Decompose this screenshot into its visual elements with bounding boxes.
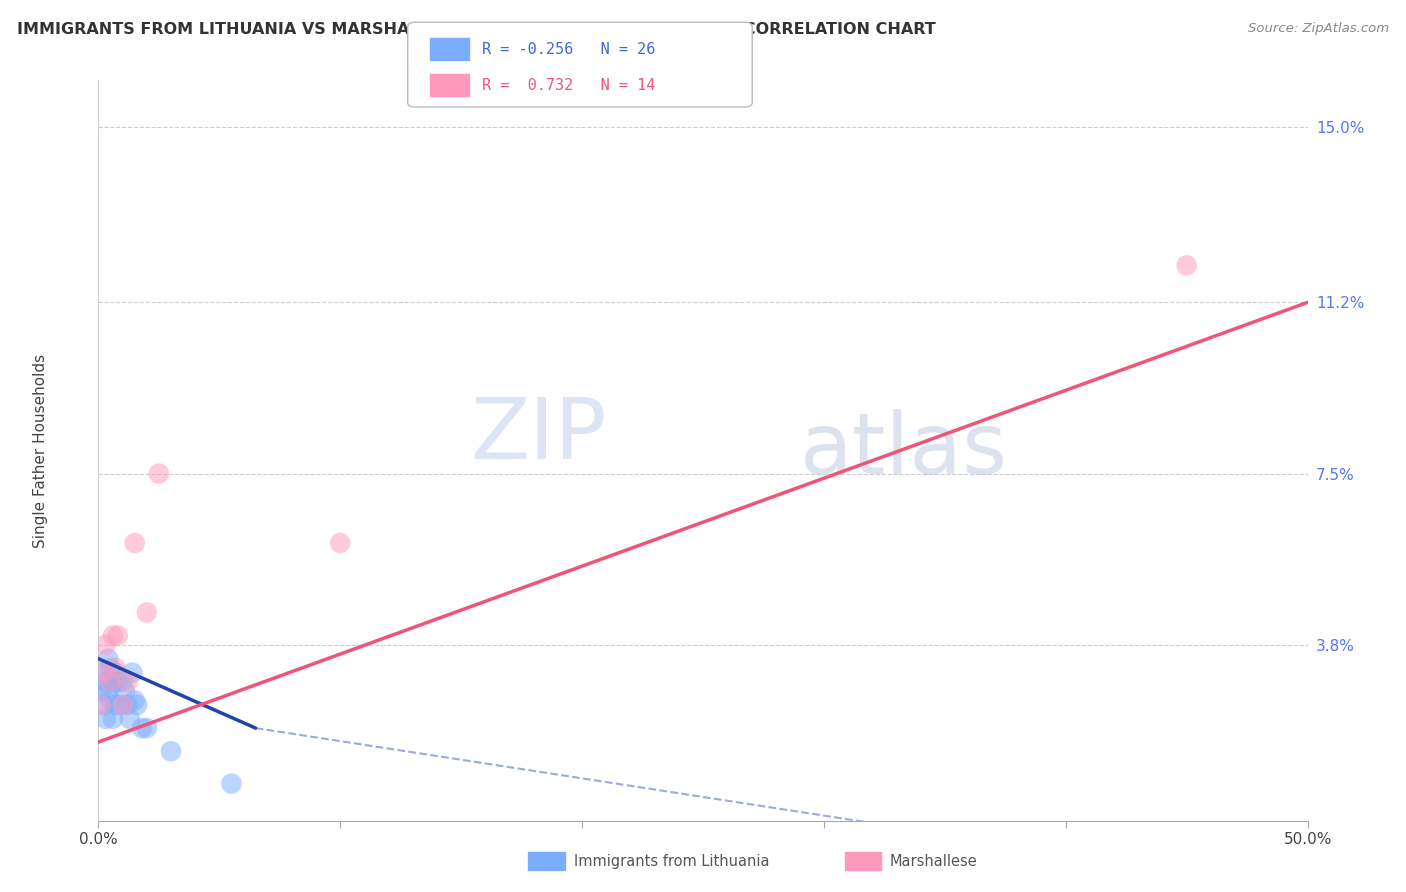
Point xyxy=(107,628,129,642)
Point xyxy=(101,712,124,726)
Point xyxy=(111,674,134,689)
Point xyxy=(160,744,183,758)
Point xyxy=(94,638,117,652)
Point xyxy=(108,698,131,712)
Point xyxy=(90,684,112,698)
Point xyxy=(100,674,122,689)
Text: IMMIGRANTS FROM LITHUANIA VS MARSHALLESE SINGLE FATHER HOUSEHOLDS CORRELATION CH: IMMIGRANTS FROM LITHUANIA VS MARSHALLESE… xyxy=(17,22,935,37)
Point xyxy=(97,651,120,665)
Point xyxy=(117,698,139,712)
Text: Source: ZipAtlas.com: Source: ZipAtlas.com xyxy=(1249,22,1389,36)
Point xyxy=(104,698,127,712)
Point xyxy=(117,674,139,689)
Text: R = -0.256   N = 26: R = -0.256 N = 26 xyxy=(482,42,655,57)
Text: atlas: atlas xyxy=(800,409,1008,492)
Point xyxy=(121,665,143,680)
Point xyxy=(329,536,352,550)
Point xyxy=(124,536,146,550)
Point xyxy=(118,712,141,726)
Point xyxy=(100,693,122,707)
Point xyxy=(135,606,157,620)
Point xyxy=(1175,259,1198,273)
Point xyxy=(148,467,170,481)
Point xyxy=(94,674,117,689)
Text: Immigrants from Lithuania: Immigrants from Lithuania xyxy=(574,855,769,869)
Point xyxy=(101,628,124,642)
Point xyxy=(124,693,146,707)
Point xyxy=(94,712,117,726)
Point xyxy=(101,674,124,689)
Point xyxy=(114,684,136,698)
Point xyxy=(135,721,157,735)
Point xyxy=(104,661,127,675)
Point xyxy=(104,665,127,680)
Point xyxy=(221,776,243,791)
Text: ZIP: ZIP xyxy=(470,394,606,477)
Text: R =  0.732   N = 14: R = 0.732 N = 14 xyxy=(482,78,655,93)
Point xyxy=(127,698,149,712)
Text: Marshallese: Marshallese xyxy=(890,855,977,869)
Point xyxy=(91,665,114,680)
Text: Single Father Households: Single Father Households xyxy=(32,353,48,548)
Point xyxy=(131,721,153,735)
Point xyxy=(107,674,129,689)
Point xyxy=(111,698,134,712)
Point xyxy=(97,684,120,698)
Point xyxy=(91,665,114,680)
Point xyxy=(90,698,112,712)
Point xyxy=(100,661,122,675)
Point xyxy=(91,698,114,712)
